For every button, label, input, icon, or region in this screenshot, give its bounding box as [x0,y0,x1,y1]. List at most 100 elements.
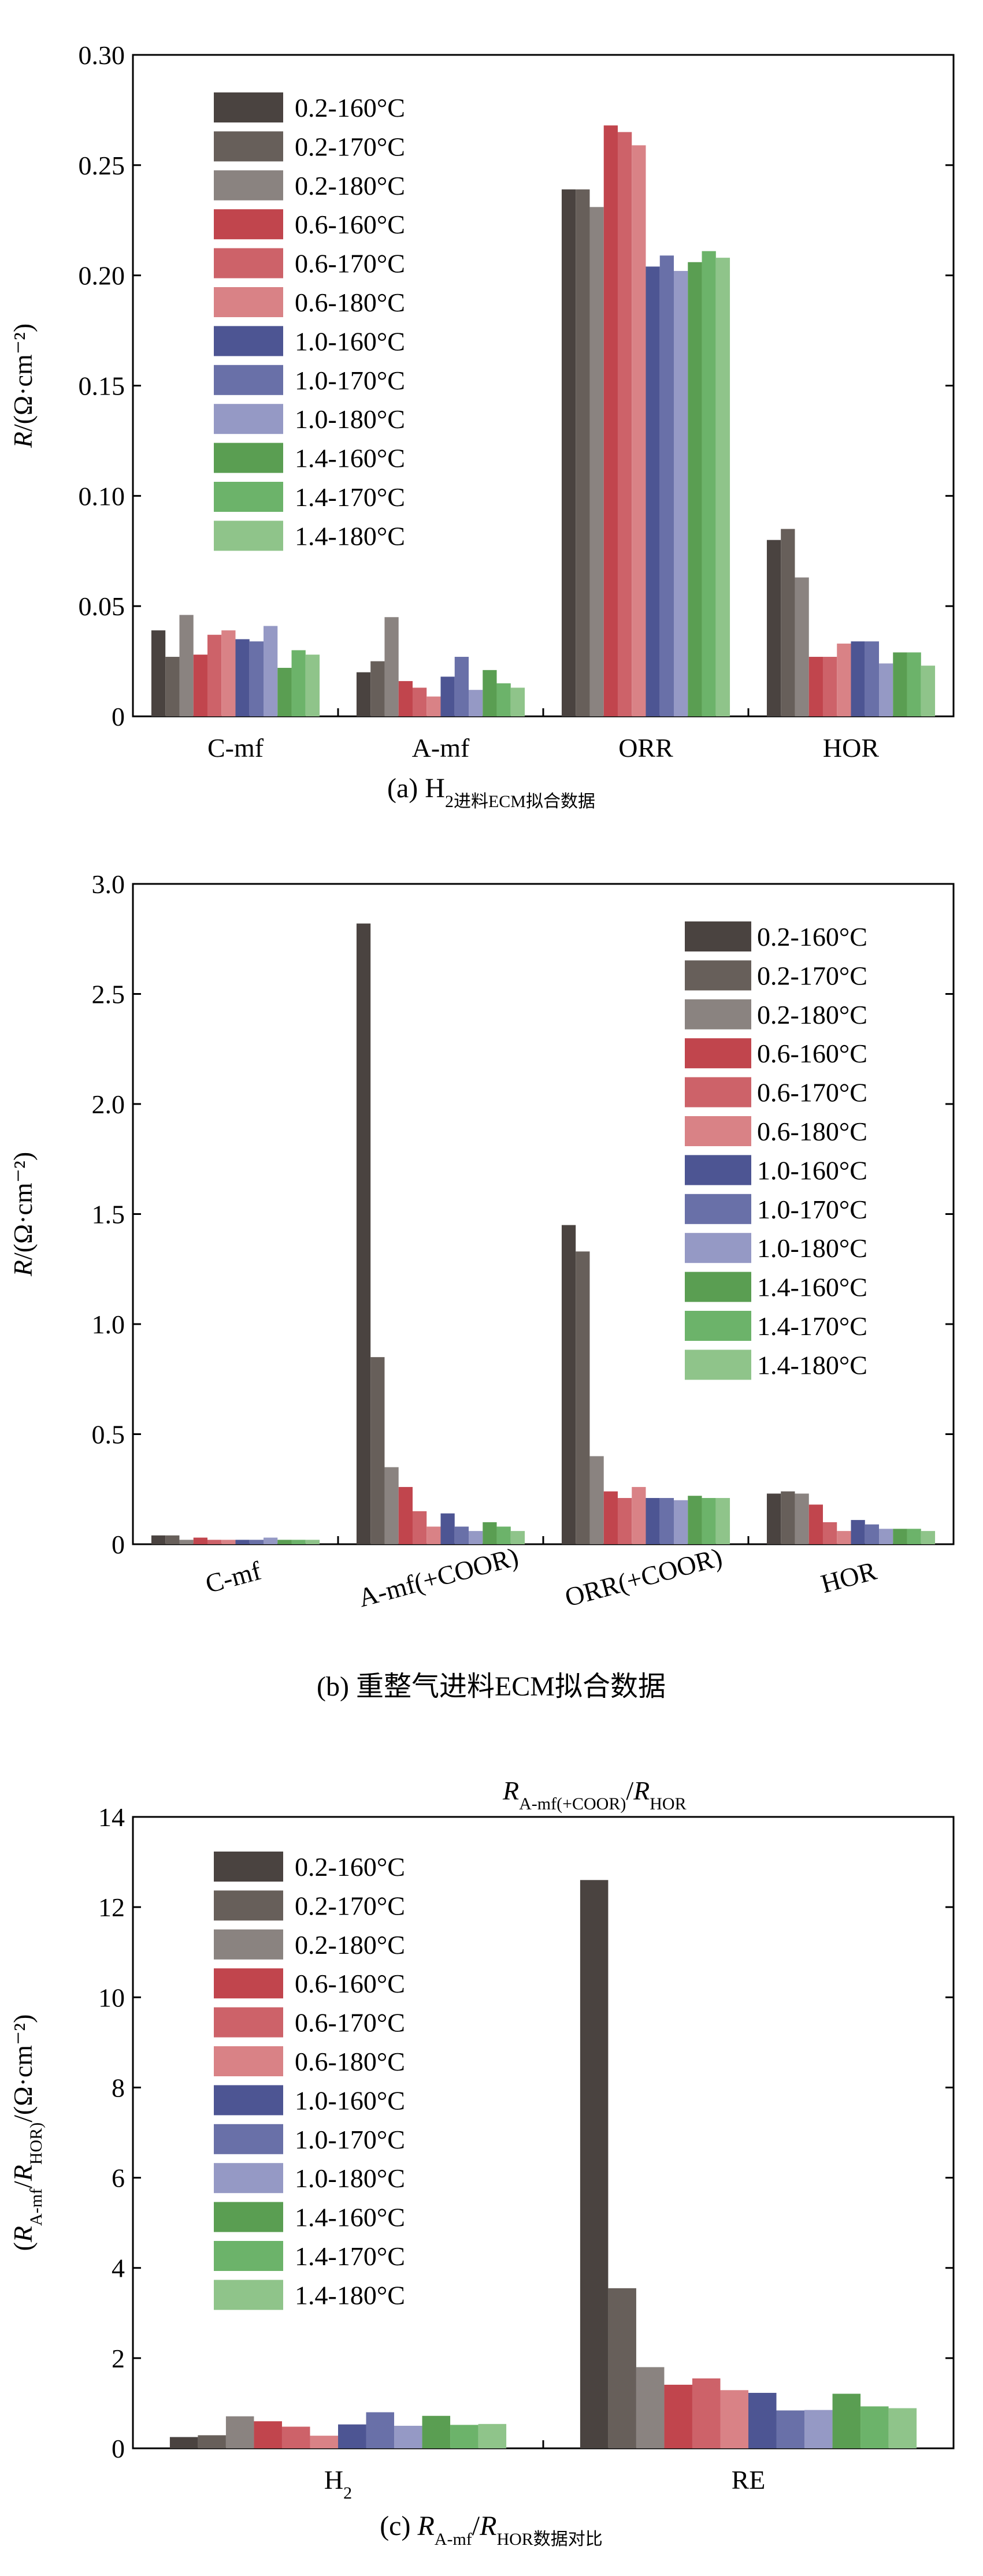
bar [366,2412,395,2448]
y-tick-label: 8 [112,2073,125,2102]
legend-swatch [214,365,283,395]
legend-swatch [685,960,751,991]
bar [249,641,264,716]
bar [169,2437,198,2448]
bar [851,1520,865,1544]
legend-swatch [685,1350,751,1380]
bar [715,258,730,717]
legend-swatch [214,209,283,240]
legend-label: 0.2-170°C [295,132,405,161]
legend-label: 0.6-180°C [295,2047,405,2076]
legend-label: 1.4-170°C [295,2242,405,2271]
bar [412,687,427,716]
legend-swatch [214,521,283,551]
legend-label: 1.0-160°C [295,2086,405,2115]
legend-label: 1.0-170°C [757,1195,867,1224]
legend-swatch [685,1272,751,1302]
bar [589,1456,604,1544]
legend-swatch [214,2124,283,2154]
bar [207,634,222,716]
bar [893,1529,907,1544]
bar [664,2384,692,2448]
bar [450,2425,478,2448]
legend-label: 1.4-180°C [295,521,405,551]
bar [837,644,851,716]
legend-label: 1.0-180°C [757,1233,867,1263]
bar [384,1467,399,1544]
legend-label: 0.6-160°C [295,210,405,239]
bar [636,2367,665,2448]
y-tick-label: 0.10 [79,481,125,511]
panel-c-chart: 0 2 4 6 8 10 12 14 (RA-mf/RHOR)/(Ω·cm⁻²) H2 RE 0.2-… [8,1776,955,2549]
bar [198,2435,226,2448]
legend-swatch [685,1311,751,1341]
legend-swatch [214,287,283,317]
legend-label: 0.2-180°C [295,1930,405,1960]
bar [165,1535,180,1544]
y-tick-label: 1.0 [92,1310,125,1339]
y-tick-label: 0.25 [79,151,125,180]
legend-swatch [214,1929,283,1960]
bar [179,615,194,716]
x-tick-label: H2 [324,2465,352,2503]
legend-swatch [214,2046,283,2076]
bar [576,189,590,717]
bar [659,255,674,717]
bar [865,641,880,716]
chart-caption: (b) 重整气进料ECM拟合数据 [317,1671,666,1702]
bar [483,670,497,716]
bar [422,2415,451,2448]
legend-swatch [685,1038,751,1069]
bar [412,1511,427,1544]
bar [264,626,278,716]
panel-b-chart: 00.51.01.52.02.53.0R/(Ω·cm⁻²)C-mf A-mf(+C… [8,869,955,1702]
bar [795,577,809,716]
bar [860,2406,889,2448]
bar [781,529,795,716]
bar [907,652,921,716]
legend-swatch [214,2007,283,2038]
bar [356,672,371,716]
bar [808,656,823,716]
legend-swatch [214,131,283,162]
x-tick-label: A-mf [412,733,470,763]
bar [674,1500,688,1544]
y-tick-label: 14 [98,1802,125,1832]
bar [305,1540,320,1544]
legend-label: 0.2-160°C [295,93,405,122]
y-tick-label: 0.05 [79,592,125,621]
bar [151,630,166,716]
legend-label: 0.2-180°C [757,1000,867,1029]
bar [151,1535,166,1544]
legend-label: 1.4-180°C [295,2280,405,2310]
y-tick-label: 0 [112,702,125,731]
bar [291,650,306,716]
legend-label: 1.4-160°C [757,1273,867,1302]
bar [478,2423,507,2448]
bar [580,1880,609,2448]
legend-label: 0.2-160°C [757,922,867,951]
bar [837,1531,851,1544]
bar [207,1540,222,1544]
bar [426,696,441,716]
bar [398,1486,413,1544]
legend-swatch [214,482,283,512]
bar [305,655,320,716]
bar [426,1526,441,1544]
bar [617,1497,632,1544]
bar [356,923,371,1544]
bar [264,1537,278,1544]
bar [193,655,207,716]
legend-label: 1.0-160°C [757,1155,867,1185]
bar [808,1504,823,1544]
legend-swatch [685,999,751,1029]
bar [179,1540,194,1544]
bar [822,1522,837,1544]
x-tick-label: RE [732,2465,766,2495]
legend-label: 0.6-170°C [757,1078,867,1107]
bar [277,1540,292,1544]
y-tick-label: 1.5 [92,1200,125,1229]
x-tick-label: C-mf [207,733,264,763]
bar [646,266,660,716]
